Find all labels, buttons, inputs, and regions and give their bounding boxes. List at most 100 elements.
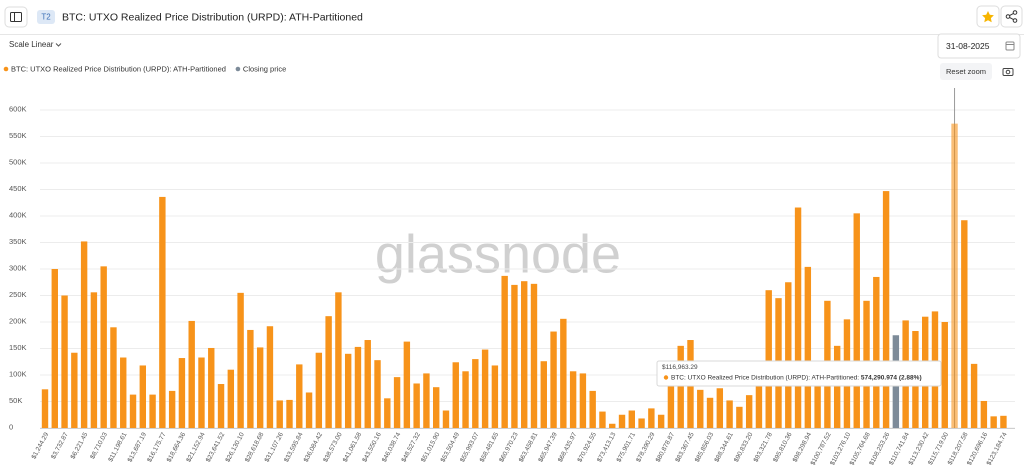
x-tick-label: $113,230.42 — [908, 431, 931, 465]
screenshot-button[interactable] — [1002, 68, 1014, 76]
reset-zoom-button[interactable]: Reset zoom — [940, 63, 992, 80]
bar — [178, 358, 186, 428]
x-tick-label: $23,641.52 — [205, 431, 227, 463]
bar — [599, 411, 606, 428]
y-tick-label: 0 — [9, 422, 13, 431]
x-tick-label: $43,550.16 — [361, 431, 383, 463]
date-picker[interactable]: 31-08-2025 — [937, 33, 1021, 59]
bar — [785, 282, 792, 428]
x-tick-label: $83,367.45 — [674, 431, 696, 463]
bar — [110, 327, 117, 428]
share-button[interactable] — [1000, 5, 1023, 28]
x-tick-label: $68,435.97 — [557, 431, 579, 463]
x-tick-label: $75,901.71 — [616, 431, 638, 463]
legend-label: BTC: UTXO Realized Price Distribution (U… — [11, 64, 226, 73]
bar — [882, 191, 890, 428]
bar — [579, 373, 587, 428]
bar — [794, 207, 802, 428]
tooltip-text: BTC: UTXO Realized Price Distribution (U… — [671, 374, 922, 381]
bar — [393, 377, 401, 428]
bar — [217, 384, 225, 428]
bar — [237, 292, 244, 428]
bar — [638, 418, 645, 428]
x-tick-label: $100,787.52 — [810, 431, 833, 465]
tooltip: $116,963.29 BTC: UTXO Realized Price Dis… — [656, 360, 942, 387]
bar — [452, 362, 459, 428]
x-tick-label: $78,390.29 — [635, 431, 657, 463]
y-tick-label: 150K — [9, 343, 27, 352]
bar — [667, 379, 675, 428]
x-tick-label: $90,833.20 — [733, 431, 755, 463]
x-tick-label: $65,947.39 — [537, 431, 559, 463]
bar — [804, 266, 812, 428]
x-tick-label: $13,687.19 — [127, 431, 149, 463]
bar — [247, 329, 254, 428]
bar — [305, 392, 313, 428]
tooltip-marker — [663, 375, 669, 380]
bar — [159, 196, 166, 428]
bar — [80, 241, 88, 428]
x-tick-label: $63,458.81 — [518, 431, 540, 463]
bar — [853, 213, 860, 428]
x-tick-label: $18,664.36 — [166, 431, 188, 463]
x-tick-label: $3,732.87 — [50, 431, 70, 460]
bar — [628, 410, 635, 428]
x-tick-label: $118,207.58 — [947, 431, 970, 465]
bar — [609, 423, 616, 428]
x-tick-label: $53,504.49 — [440, 431, 462, 463]
x-tick-label: $120,696.16 — [966, 431, 989, 465]
x-tick-label: $26,130.10 — [224, 431, 246, 463]
bar — [344, 353, 352, 428]
bar — [589, 390, 596, 428]
x-tick-label: $80,878.87 — [655, 431, 677, 463]
watermark: glassnode — [375, 224, 621, 284]
bar — [188, 320, 195, 428]
y-tick-label: 400K — [9, 210, 27, 219]
bar — [41, 389, 49, 428]
x-tick-label: $33,595.84 — [283, 431, 305, 463]
bar — [657, 414, 665, 428]
bar — [364, 340, 371, 428]
bar — [530, 283, 538, 428]
x-tick-label: $85,856.03 — [694, 431, 716, 463]
bar — [618, 414, 626, 428]
favorite-button[interactable] — [976, 5, 1000, 28]
x-tick-label: $28,618.68 — [244, 431, 266, 463]
bar — [765, 290, 772, 428]
x-tick-label: $105,764.68 — [849, 431, 872, 465]
bar — [325, 316, 332, 428]
bar — [569, 371, 577, 428]
sidebar-toggle[interactable] — [4, 6, 28, 28]
x-tick-label: $58,481.65 — [479, 431, 501, 463]
x-tick-label: $95,810.36 — [772, 431, 794, 463]
scale-dropdown[interactable]: Scale Linear — [9, 40, 62, 49]
bar — [90, 292, 98, 428]
x-tick-label: $48,527.32 — [400, 431, 422, 463]
bar — [833, 345, 841, 428]
bar — [1000, 415, 1007, 428]
x-tick-label: $51,015.90 — [420, 431, 442, 463]
bar — [697, 389, 704, 428]
x-tick-label: $46,038.74 — [381, 431, 403, 463]
y-tick-label: 600K — [9, 104, 27, 113]
bar — [990, 416, 997, 428]
tooltip-value: 574,290.974 (2.88%) — [861, 374, 922, 381]
x-tick-label: $38,573.00 — [322, 431, 344, 463]
bar — [423, 373, 430, 428]
bar — [481, 349, 489, 428]
x-tick-label: $70,924.55 — [577, 431, 599, 463]
x-tick-label: $123,184.74 — [986, 431, 1009, 465]
bar — [550, 331, 557, 428]
y-tick-label: 550K — [9, 131, 27, 140]
bar — [726, 400, 733, 428]
bar — [511, 284, 518, 428]
bar — [403, 341, 411, 428]
plot — [40, 88, 1015, 429]
bar — [266, 326, 274, 428]
bar — [335, 292, 342, 428]
bar — [814, 385, 821, 428]
reset-zoom-label: Reset zoom — [946, 67, 986, 76]
bar — [980, 400, 988, 428]
bar — [677, 345, 684, 428]
